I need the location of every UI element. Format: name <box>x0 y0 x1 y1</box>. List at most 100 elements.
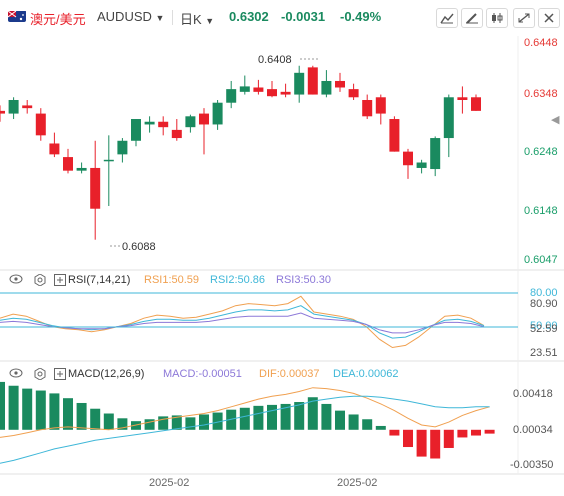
rsi1-value: RSI1:50.59 <box>144 274 200 286</box>
candlestick-series <box>0 65 481 240</box>
interval-selector[interactable]: 日K ▼ <box>180 9 214 28</box>
macd-name: MACD(12,26,9) <box>68 368 145 380</box>
candle-body <box>8 99 19 114</box>
fullscreen-button[interactable] <box>513 8 535 28</box>
macd-bar <box>0 381 5 430</box>
macd-y-label: 0.00418 <box>513 388 553 400</box>
candle-body <box>158 121 169 128</box>
macd-y-label: -0.00350 <box>510 459 554 471</box>
y-label-price: 0.6148 <box>524 205 558 217</box>
candle-body <box>471 97 481 111</box>
last-price: 0.6302 <box>229 9 269 24</box>
close-button[interactable] <box>538 8 560 28</box>
candle-body <box>267 89 277 97</box>
divider <box>172 10 173 25</box>
macd-bar <box>35 390 46 430</box>
candle-body <box>22 105 33 109</box>
macd-bar <box>375 425 386 430</box>
macd-bar <box>90 408 101 430</box>
candle-body <box>0 110 5 114</box>
macd-bar <box>199 414 209 430</box>
macd-bar <box>239 407 250 430</box>
rsi-y-label: 50.00 <box>530 320 558 332</box>
macd-line-dea <box>0 395 490 464</box>
macd-bar <box>321 403 332 430</box>
macd-y-label: 0.00034 <box>513 424 553 436</box>
macd-bar <box>484 429 495 434</box>
candle-body <box>63 157 73 171</box>
macd-bar <box>294 402 305 430</box>
macd-bar <box>171 415 182 430</box>
macd-bar <box>103 413 114 430</box>
rsi-y-label: 80.90 <box>530 298 558 310</box>
rsi3-value: RSI3:50.30 <box>276 274 332 286</box>
macd-bar <box>443 429 454 448</box>
y-label-price: 0.6047 <box>524 254 558 266</box>
macd-bar <box>185 417 196 430</box>
macd-bar <box>117 418 128 430</box>
candle-body <box>35 113 46 136</box>
macd-value: MACD:-0.00051 <box>163 368 242 380</box>
candle-body <box>226 89 237 103</box>
symbol-selector[interactable]: AUDUSD ▼ <box>97 9 164 24</box>
indicator-menu-icon[interactable] <box>54 274 66 289</box>
candle-body <box>199 113 209 125</box>
macd-bar <box>49 393 60 430</box>
rsi-line-rsi3 <box>0 312 485 334</box>
candle-body <box>280 91 291 95</box>
y-label-price: 0.6448 <box>524 37 558 49</box>
chart-type-button[interactable] <box>486 8 508 28</box>
macd-bar <box>22 388 33 430</box>
candle-body <box>171 129 182 139</box>
caret-down-icon: ▼ <box>205 16 215 26</box>
x-axis-label: 2025-02 <box>337 477 378 489</box>
macd-bar <box>430 429 441 459</box>
indicator-menu-icon[interactable] <box>54 368 66 383</box>
candle-body <box>144 121 155 125</box>
candle-body <box>416 162 427 168</box>
candle-body <box>90 167 101 209</box>
low-marker-label: 0.6088 <box>122 241 156 253</box>
rsi-name: RSI(7,14,21) <box>68 274 131 286</box>
macd-bar <box>63 398 73 430</box>
indicator-button[interactable] <box>436 8 458 28</box>
candle-body <box>76 167 87 171</box>
settings-icon[interactable] <box>34 367 46 383</box>
candle-body <box>457 97 468 100</box>
pencil-icon <box>466 13 478 24</box>
macd-bar <box>158 416 169 430</box>
macd-bar <box>389 429 400 436</box>
y-label-price: 0.6348 <box>524 88 558 100</box>
eye-icon[interactable] <box>9 368 23 381</box>
candle-body <box>307 67 318 95</box>
high-marker-label: 0.6408 <box>258 54 292 66</box>
macd-bar <box>335 410 345 430</box>
candle-body <box>348 89 359 98</box>
symbol-label: AUDUSD <box>97 9 152 24</box>
interval-label: 日K <box>180 12 202 27</box>
candle-body <box>49 143 60 155</box>
macd-bar <box>144 419 155 430</box>
candle-body <box>253 87 264 92</box>
eye-icon[interactable] <box>9 274 23 287</box>
settings-icon[interactable] <box>34 273 46 289</box>
pair-name-cn: 澳元/美元 <box>30 12 86 27</box>
chart-header: 澳元/美元 AUDUSD ▼ 日K ▼ 0.6302 -0.0031 -0.49… <box>0 0 564 36</box>
y-label-price: 0.6248 <box>524 146 558 158</box>
collapse-arrow-icon[interactable]: ◀ <box>551 114 560 126</box>
chart-canvas[interactable]: 0.6408 0.6088 <box>0 36 564 496</box>
macd-bar <box>212 412 223 430</box>
macd-bar <box>267 404 277 430</box>
macd-bar <box>76 402 87 430</box>
draw-button[interactable] <box>461 8 483 28</box>
candle-body <box>389 119 400 152</box>
candle-body <box>335 80 345 88</box>
expand-icon <box>518 13 530 23</box>
price-change: -0.0031 <box>281 9 326 24</box>
macd-bar <box>8 385 19 430</box>
macd-bar <box>457 429 468 438</box>
candle-body <box>103 159 114 162</box>
caret-down-icon: ▼ <box>155 13 165 23</box>
macd-bar <box>348 414 359 430</box>
candle-body <box>403 151 413 166</box>
